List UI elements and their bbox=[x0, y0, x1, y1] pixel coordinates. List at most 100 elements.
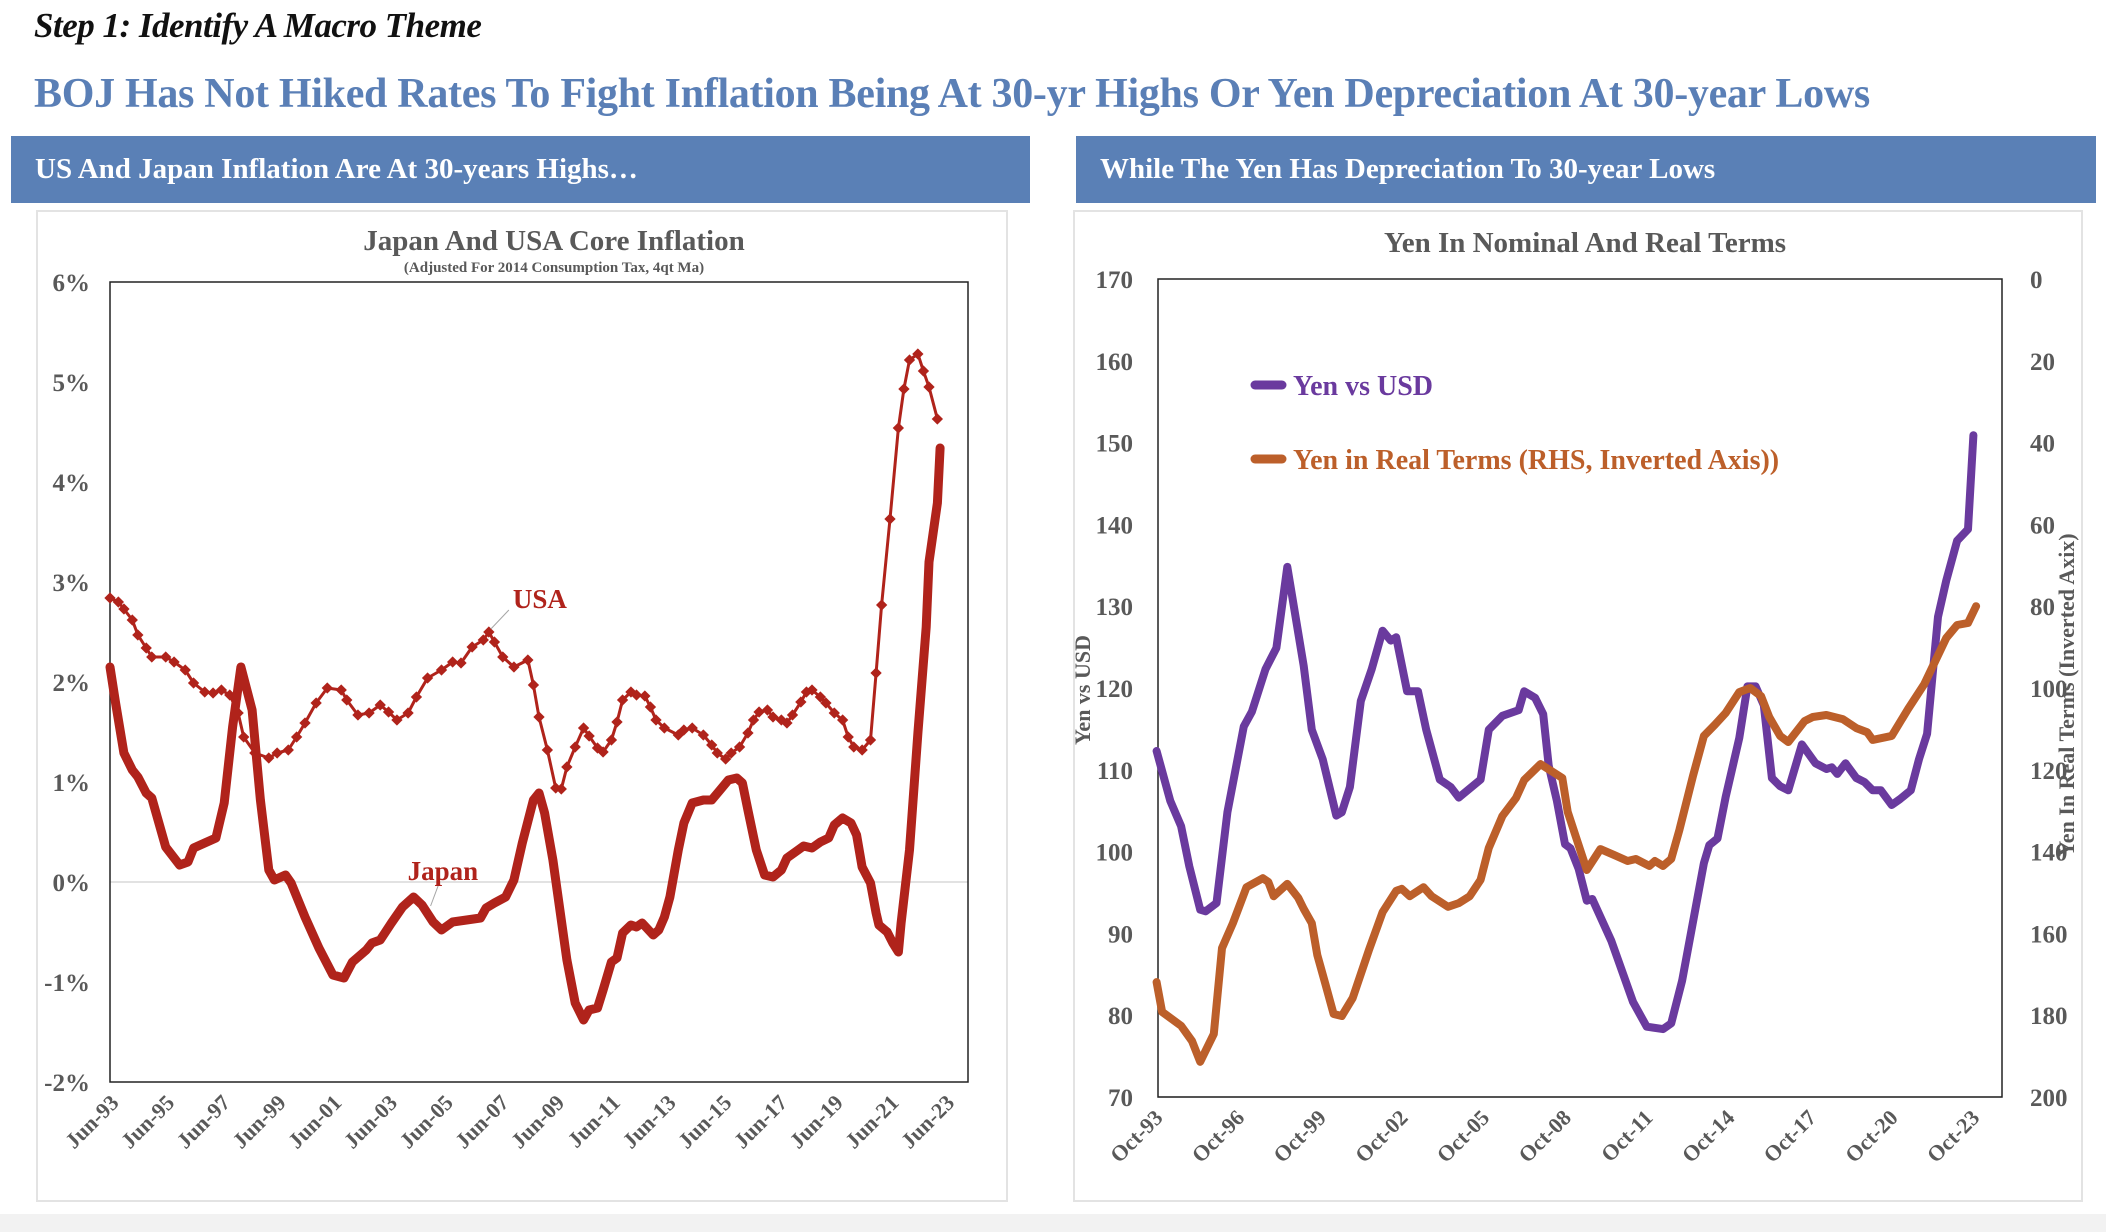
usa-data-point bbox=[616, 694, 629, 706]
x-tick-label: Jun-21 bbox=[840, 1090, 903, 1153]
usa-data-point bbox=[842, 731, 854, 743]
usa-data-point bbox=[711, 747, 723, 759]
x-tick-label: Jun-03 bbox=[339, 1090, 402, 1153]
usa-data-point bbox=[382, 706, 395, 718]
x-tick-label: Jun-01 bbox=[283, 1090, 346, 1153]
y-left-tick-label: 110 bbox=[1097, 758, 1133, 785]
usa-data-point bbox=[522, 654, 534, 666]
usa-data-point bbox=[541, 744, 554, 756]
y-right-tick-label: 120 bbox=[2030, 758, 2068, 785]
main-title: BOJ Has Not Hiked Rates To Fight Inflati… bbox=[34, 71, 1870, 117]
y-tick-label: 1% bbox=[53, 770, 91, 797]
inflation-chart-card bbox=[36, 210, 1008, 1202]
usa-data-point bbox=[179, 664, 191, 676]
y-right-tick-label: 140 bbox=[2030, 840, 2068, 867]
usa-data-point bbox=[527, 679, 540, 691]
page-footer-band bbox=[0, 1214, 2106, 1232]
y-tick-label: -1% bbox=[44, 970, 90, 997]
usa-data-point bbox=[686, 722, 698, 734]
y-left-tick-label: 160 bbox=[1096, 349, 1134, 376]
usa-data-point bbox=[786, 709, 799, 721]
y-left-tick-label: 70 bbox=[1108, 1085, 1133, 1112]
yen-real-terms-line bbox=[1152, 602, 1981, 1066]
usa-data-point bbox=[650, 714, 662, 726]
usa-data-point bbox=[341, 694, 353, 706]
usa-data-point bbox=[533, 711, 545, 723]
usa-data-point bbox=[555, 783, 567, 795]
usa-data-point bbox=[923, 381, 935, 393]
usa-data-point bbox=[753, 706, 765, 718]
usa-data-point bbox=[207, 687, 219, 699]
x-tick-label: Jun-93 bbox=[60, 1090, 123, 1153]
x-tick-label: Jun-05 bbox=[394, 1090, 457, 1153]
y-left-tick-label: 120 bbox=[1096, 676, 1134, 703]
y-tick-label: -2% bbox=[44, 1070, 90, 1097]
inflation-chart-subtitle: (Adjusted For 2014 Consumption Tax, 4qt … bbox=[404, 260, 704, 276]
usa-data-point bbox=[917, 365, 930, 377]
usa-data-point bbox=[299, 717, 311, 729]
y-tick-label: 0% bbox=[53, 870, 91, 897]
y-left-tick-label: 100 bbox=[1096, 840, 1134, 867]
usa-data-point bbox=[483, 626, 495, 638]
legend-label: Yen in Real Terms (RHS, Inverted Axis)) bbox=[1293, 445, 1779, 476]
usa-data-point bbox=[391, 714, 403, 726]
usa-data-point bbox=[892, 422, 905, 434]
x-tick-label: Jun-99 bbox=[227, 1090, 290, 1153]
y-right-tick-label: 160 bbox=[2030, 921, 2068, 948]
usa-data-point bbox=[352, 709, 364, 721]
usa-data-point bbox=[410, 691, 423, 703]
japan-inflation-line bbox=[105, 443, 945, 1025]
legend-label: Yen vs USD bbox=[1293, 371, 1433, 402]
usa-data-point bbox=[363, 707, 375, 719]
usa-data-point bbox=[761, 704, 774, 716]
usa-data-point bbox=[639, 690, 651, 702]
usa-data-point bbox=[767, 711, 779, 723]
right-panel-banner: While The Yen Has Depreciation To 30-yea… bbox=[1076, 136, 2096, 203]
usa-data-point bbox=[168, 656, 180, 668]
y-tick-label: 6% bbox=[53, 270, 91, 297]
usa-data-point bbox=[814, 691, 827, 703]
x-tick-label: Oct-05 bbox=[1432, 1105, 1495, 1168]
y-left-tick-label: 90 bbox=[1108, 921, 1133, 948]
x-tick-label: Oct-11 bbox=[1596, 1105, 1658, 1167]
x-tick-label: Jun-17 bbox=[729, 1090, 792, 1153]
usa-data-point bbox=[848, 741, 860, 753]
x-tick-label: Jun-95 bbox=[116, 1090, 179, 1153]
left-panel-banner: US And Japan Inflation Are At 30-years H… bbox=[11, 136, 1030, 203]
usa-data-point bbox=[733, 741, 746, 753]
y-right-axis-title: Yen In Real Terms (Inverted Axix) bbox=[2054, 533, 2079, 856]
usa-data-point bbox=[435, 664, 448, 676]
usa-data-point bbox=[215, 684, 228, 696]
usa-data-point bbox=[263, 752, 275, 764]
usa-data-point bbox=[132, 629, 144, 641]
x-tick-label: Oct-02 bbox=[1350, 1105, 1413, 1168]
x-tick-label: Oct-23 bbox=[1922, 1105, 1985, 1168]
usa-data-point bbox=[321, 682, 333, 694]
x-tick-label: Jun-15 bbox=[673, 1090, 736, 1153]
usa-data-point bbox=[335, 684, 347, 696]
y-right-tick-label: 100 bbox=[2030, 676, 2068, 703]
usa-data-point bbox=[725, 747, 737, 759]
y-left-tick-label: 130 bbox=[1096, 594, 1134, 621]
yen-plot-frame bbox=[1157, 278, 2003, 1098]
y-left-tick-label: 80 bbox=[1108, 1003, 1133, 1030]
x-tick-label: Jun-13 bbox=[617, 1090, 680, 1153]
y-right-tick-label: 200 bbox=[2030, 1085, 2068, 1112]
y-tick-label: 2% bbox=[53, 670, 91, 697]
usa-data-point bbox=[747, 714, 760, 726]
y-right-tick-label: 60 bbox=[2030, 512, 2055, 539]
usa-data-point bbox=[856, 744, 868, 756]
usa-data-point bbox=[706, 739, 718, 751]
usa-data-point bbox=[630, 689, 643, 701]
usa-data-point bbox=[282, 744, 294, 756]
x-tick-label: Jun-23 bbox=[896, 1090, 959, 1153]
y-left-tick-label: 170 bbox=[1096, 267, 1134, 294]
usa-data-point bbox=[870, 667, 882, 679]
usa-data-point bbox=[605, 734, 618, 746]
x-tick-label: Jun-19 bbox=[784, 1090, 847, 1153]
usa-data-point bbox=[310, 697, 322, 709]
usa-data-point bbox=[421, 672, 434, 684]
x-tick-label: Oct-96 bbox=[1187, 1105, 1250, 1168]
usa-data-point bbox=[583, 730, 595, 742]
usa-data-point bbox=[742, 727, 754, 739]
